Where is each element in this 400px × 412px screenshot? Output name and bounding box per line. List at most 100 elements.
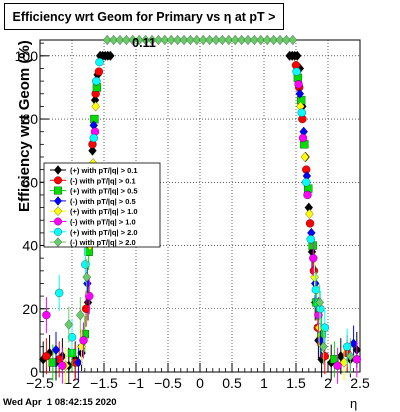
x-tick-label: 2 [324, 375, 332, 391]
data-point [218, 34, 227, 46]
legend-marker [54, 186, 62, 195]
legend-entry: (-) with pT/|q| > 2.0 [70, 238, 136, 247]
data-point [275, 34, 285, 46]
x-tick-label: 2.5 [350, 375, 370, 391]
data-point [293, 50, 302, 61]
data-point [316, 335, 325, 346]
data-point [74, 357, 83, 368]
legend-entry: (+) with pT/|q| > 1.0 [70, 207, 138, 216]
data-point [186, 34, 195, 46]
y-tick-label: 100 [15, 48, 39, 64]
legend-marker [54, 227, 62, 236]
data-point [160, 34, 169, 46]
legend-marker [54, 206, 62, 216]
data-point [282, 34, 291, 46]
data-point [88, 145, 97, 156]
data-point [306, 235, 315, 244]
data-point [349, 338, 358, 349]
data-point [154, 34, 163, 46]
legend-entry: (+) with pT/|q| > 0.1 [70, 166, 138, 175]
data-point [199, 34, 208, 46]
data-point [89, 133, 98, 143]
data-point [297, 108, 306, 117]
data-point [64, 319, 73, 330]
data-point [85, 291, 94, 301]
data-point [122, 34, 131, 46]
data-point [320, 352, 329, 361]
data-point [311, 285, 320, 294]
data-point [51, 344, 61, 355]
data-point [106, 50, 115, 61]
x-tick-label: 0 [196, 375, 204, 391]
legend-entry: (+) with pT/|q| > 2.0 [70, 228, 138, 237]
data-point [319, 341, 328, 352]
legend-entry: (-) with pT/|q| > 0.5 [70, 197, 136, 206]
data-point [298, 133, 308, 143]
legend-entry: (-) with pT/|q| > 1.0 [70, 218, 136, 227]
data-point [320, 323, 329, 332]
x-tick-label: −2 [64, 375, 80, 391]
data-point [81, 260, 90, 269]
chart-title: Efficiency wrt Geom for Primary vs η at … [4, 3, 284, 50]
data-point [81, 304, 91, 313]
data-point [141, 34, 150, 46]
data-point [333, 361, 342, 370]
legend-marker [54, 237, 62, 247]
x-tick-label: −2.5 [26, 375, 54, 391]
data-point [295, 88, 305, 99]
data-point [305, 208, 314, 219]
data-point [115, 34, 125, 46]
legend-entry: (-) with pT/|q| > 0.1 [70, 176, 136, 185]
data-point [76, 310, 85, 321]
data-point [256, 34, 265, 46]
data-point [48, 358, 57, 367]
legend-marker [54, 196, 62, 206]
data-point [173, 34, 182, 46]
x-tick-label: −1 [128, 375, 144, 391]
data-point [82, 272, 91, 283]
y-axis-label: Efficiency wrt Geom (%) [16, 40, 33, 212]
data-point [167, 34, 176, 46]
data-point [135, 34, 144, 46]
x-tick-label: −1.5 [90, 375, 118, 391]
data-point [79, 336, 88, 345]
data-point [263, 34, 272, 46]
data-point [315, 297, 324, 308]
data-point [224, 34, 233, 46]
data-point [288, 34, 297, 46]
data-point [346, 351, 355, 362]
legend-entry: (+) with pT/|q| > 0.5 [70, 187, 138, 196]
data-point [147, 34, 157, 46]
data-point [179, 34, 189, 46]
y-tick-label: 20 [22, 301, 38, 317]
y-tick-label: 60 [22, 174, 38, 190]
timestamp: Wed Apr 1 08:42:15 2020 [3, 397, 117, 408]
data-point [237, 34, 246, 46]
x-tick-label: 0.5 [222, 375, 242, 391]
y-tick-label: 40 [22, 238, 38, 254]
data-point [294, 80, 303, 89]
data-point [205, 34, 214, 46]
data-point [343, 342, 352, 351]
data-point [303, 190, 312, 200]
y-tick-label: 80 [22, 111, 38, 127]
data-point [269, 34, 278, 46]
data-point [58, 361, 67, 370]
data-point [95, 57, 104, 67]
data-point [94, 67, 104, 76]
x-tick-label: 1 [260, 375, 268, 391]
legend-marker [54, 217, 62, 226]
y-tick-label: 0 [30, 364, 38, 380]
data-point [103, 34, 112, 46]
data-point [310, 272, 319, 283]
data-point [302, 178, 311, 187]
data-point [128, 34, 137, 46]
legend-marker [54, 165, 62, 175]
data-point [339, 357, 349, 368]
data-point [352, 355, 361, 364]
data-point [109, 34, 118, 46]
data-point [211, 34, 221, 46]
data-point [67, 333, 77, 342]
